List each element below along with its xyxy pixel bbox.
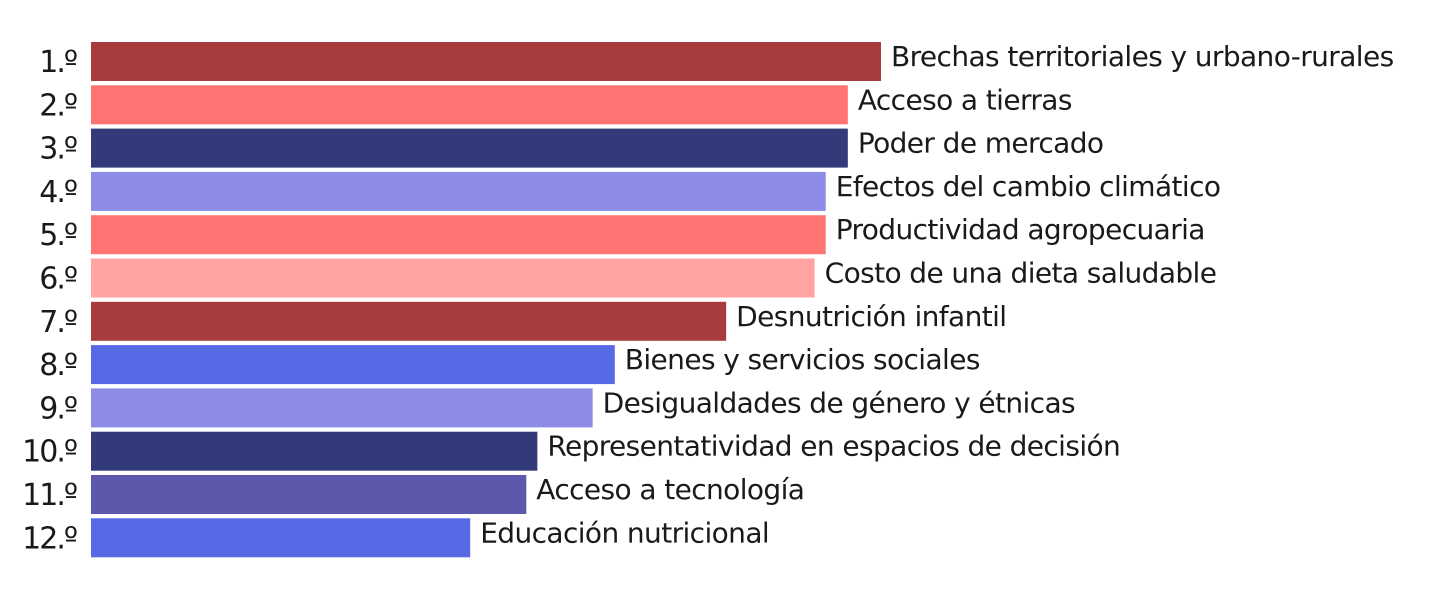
rank-label: 4.º — [39, 175, 77, 210]
rank-label: 5.º — [39, 218, 77, 253]
rank-label: 8.º — [39, 348, 77, 383]
category-label: Bienes y servicios sociales — [625, 343, 980, 376]
rank-label: 10.º — [22, 435, 77, 470]
rank-label: 9.º — [39, 391, 77, 426]
bar-3 — [91, 128, 848, 168]
rank-label: 12.º — [22, 521, 77, 556]
rank-label: 6.º — [39, 262, 77, 297]
bar-12 — [91, 518, 471, 558]
bar-4 — [91, 171, 826, 211]
category-label: Educación nutricional — [480, 516, 769, 549]
category-label: Poder de mercado — [858, 127, 1104, 160]
category-label: Brechas territoriales y urbano-rurales — [891, 40, 1394, 73]
bar-7 — [91, 301, 727, 341]
rank-label: 7.º — [39, 305, 77, 340]
category-label: Acceso a tierras — [858, 83, 1072, 116]
bar-8 — [91, 345, 615, 385]
rank-label: 11.º — [22, 478, 77, 513]
category-label: Efectos del cambio climático — [836, 170, 1221, 203]
rank-label: 1.º — [39, 45, 77, 80]
bar-6 — [91, 258, 815, 298]
rank-label: 2.º — [39, 88, 77, 123]
category-label: Productividad agropecuaria — [836, 213, 1205, 246]
category-label: Acceso a tecnología — [536, 473, 804, 506]
bar-5 — [91, 215, 826, 255]
bar-2 — [91, 85, 848, 125]
bar-9 — [91, 388, 593, 428]
bar-1 — [91, 42, 881, 81]
bar-10 — [91, 431, 538, 471]
category-label: Desigualdades de género y étnicas — [603, 386, 1075, 419]
category-label: Representatividad en espacios de decisió… — [547, 430, 1120, 463]
bar-11 — [91, 475, 527, 514]
rank-label: 3.º — [39, 132, 77, 167]
category-label: Desnutrición infantil — [736, 300, 1006, 333]
category-label: Costo de una dieta saludable — [825, 257, 1217, 290]
